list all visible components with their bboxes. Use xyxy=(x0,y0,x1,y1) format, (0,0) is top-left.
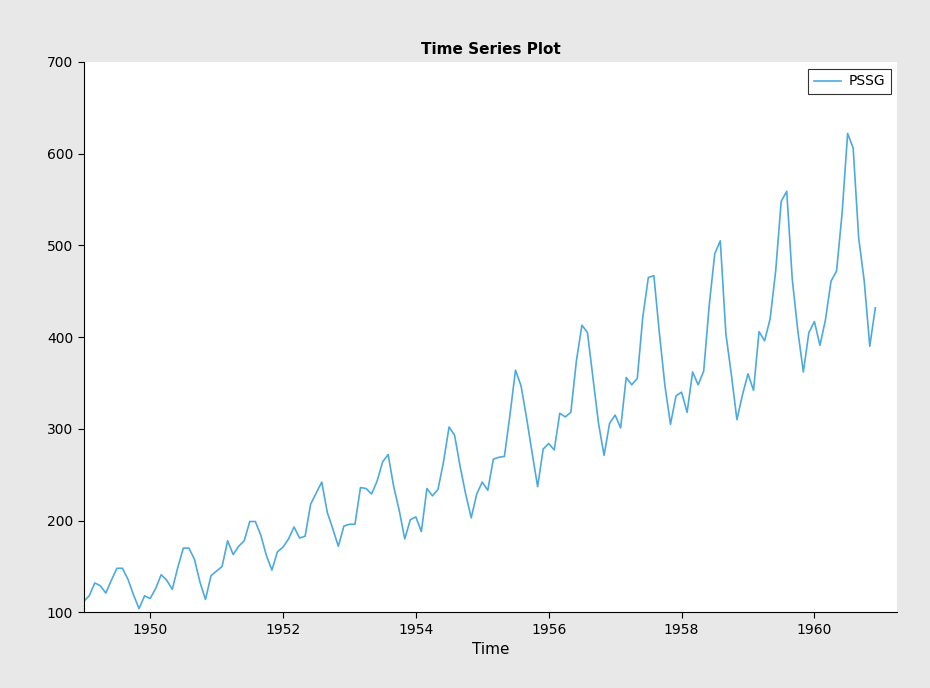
PSSG xyxy=(842,129,853,138)
PSSG xyxy=(200,595,211,603)
PSSG xyxy=(78,597,89,605)
PSSG xyxy=(731,416,742,424)
Legend: PSSG: PSSG xyxy=(808,69,891,94)
Line: PSSG: PSSG xyxy=(84,133,875,609)
PSSG xyxy=(134,605,145,613)
PSSG xyxy=(648,272,659,280)
PSSG xyxy=(139,592,150,600)
X-axis label: Time: Time xyxy=(472,643,510,657)
PSSG xyxy=(327,525,339,533)
Title: Time Series Plot: Time Series Plot xyxy=(420,41,561,56)
PSSG xyxy=(870,303,881,312)
PSSG xyxy=(720,330,731,338)
